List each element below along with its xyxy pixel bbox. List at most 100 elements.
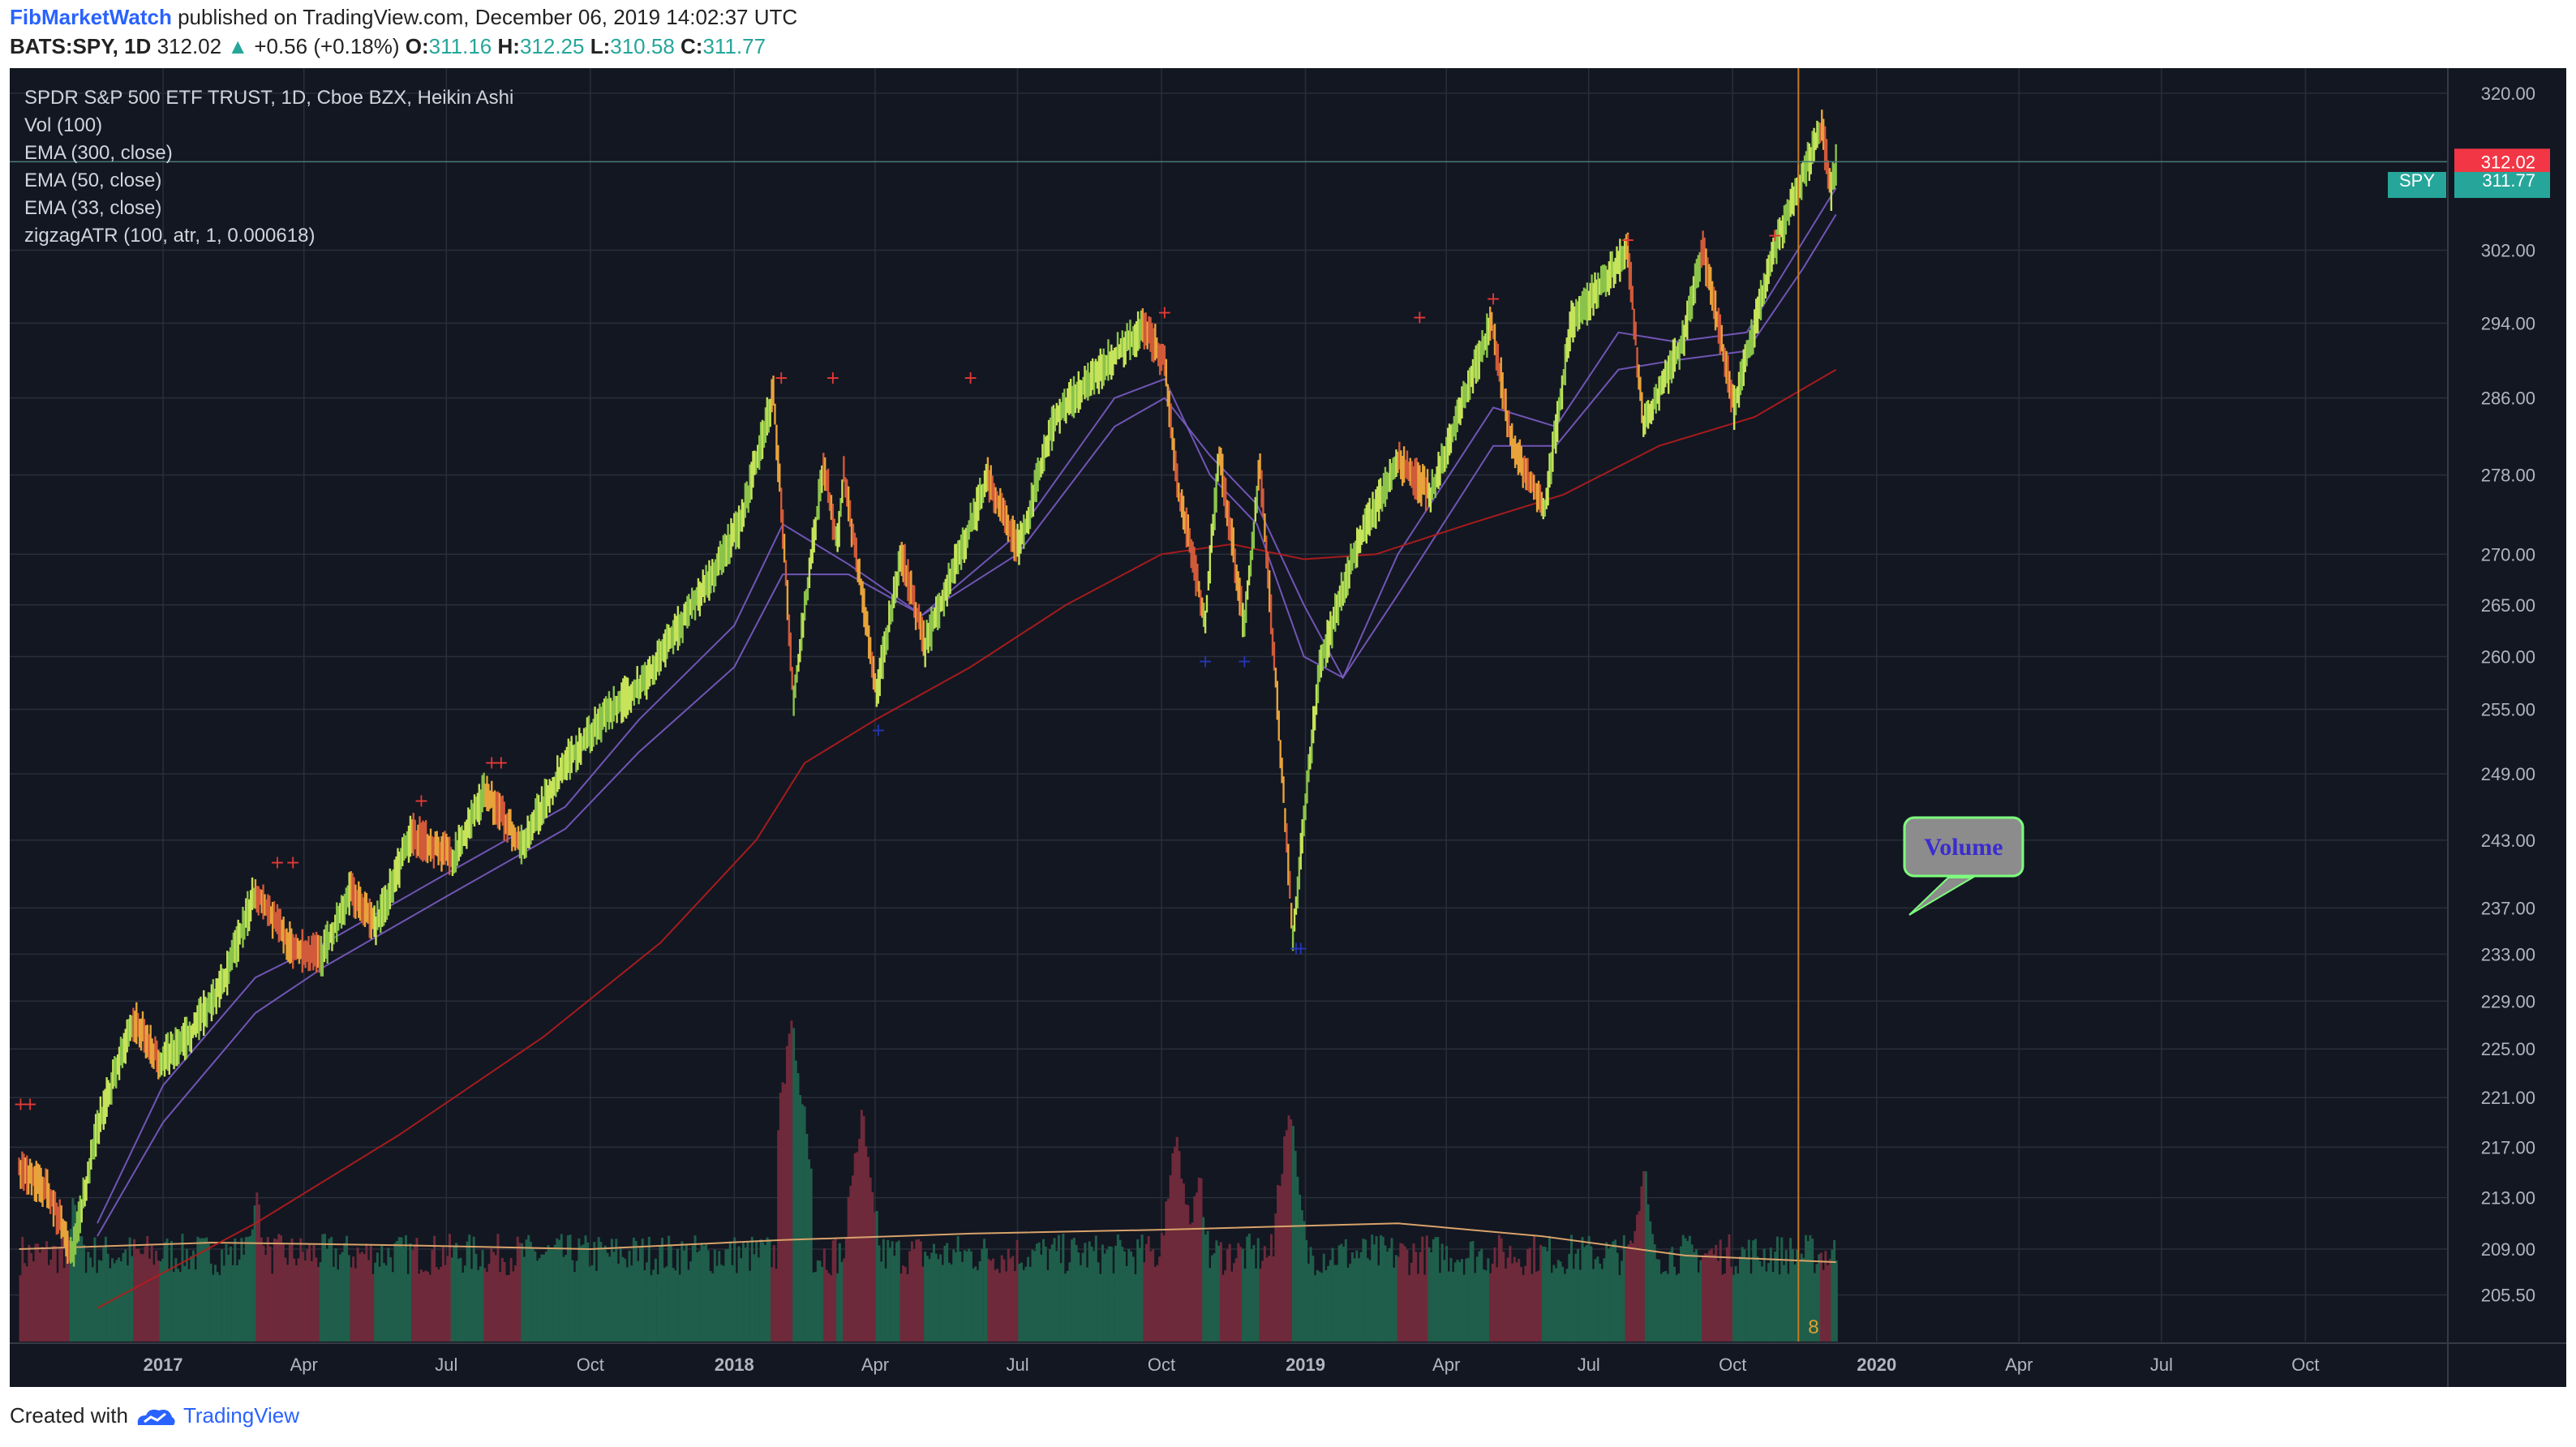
volume-bar (1158, 1256, 1161, 1342)
volume-bar (1555, 1268, 1558, 1342)
volume-bar (1563, 1273, 1566, 1342)
volume-bar (1475, 1256, 1479, 1342)
volume-bar (1577, 1248, 1580, 1342)
volume-bar (1243, 1269, 1247, 1342)
volume-bar (190, 1256, 193, 1342)
spy-symbol-badge-text: SPY (2399, 170, 2435, 191)
volume-bar (122, 1252, 125, 1342)
volume-bar (325, 1248, 328, 1342)
volume-bar (525, 1239, 528, 1342)
price-tick-label: 294.00 (2481, 313, 2535, 333)
volume-bar (485, 1272, 488, 1342)
volume-bar (1522, 1274, 1525, 1342)
volume-bar (1708, 1250, 1711, 1342)
volume-bar (1209, 1268, 1212, 1342)
volume-bar (1312, 1256, 1315, 1342)
volume-bar (1447, 1271, 1450, 1342)
volume-bar (194, 1269, 197, 1342)
volume-bar (1131, 1256, 1135, 1342)
volume-bar (227, 1254, 230, 1342)
volume-bar (562, 1256, 565, 1342)
volume-bar (203, 1238, 206, 1342)
volume-bar (1806, 1241, 1810, 1342)
volume-callout[interactable]: Volume (1903, 816, 2024, 916)
volume-bar (1596, 1256, 1599, 1342)
volume-bar (1033, 1251, 1037, 1342)
volume-bar (1568, 1253, 1571, 1342)
volume-bar (440, 1266, 443, 1342)
volume-bar (1015, 1240, 1019, 1342)
volume-bar (534, 1251, 537, 1342)
volume-bar (1357, 1258, 1360, 1342)
volume-bar (316, 1266, 320, 1342)
volume-bar (1118, 1239, 1122, 1342)
volume-bar (891, 1241, 894, 1342)
volume-bar (168, 1270, 171, 1342)
volume-bar (428, 1274, 431, 1342)
volume-bar (735, 1273, 738, 1342)
volume-bar (624, 1258, 627, 1342)
legend-indicator: Vol (100) (24, 114, 102, 136)
zigzag-low-marker: + (1289, 938, 1303, 959)
volume-bar (536, 1260, 539, 1342)
volume-bar (369, 1243, 372, 1342)
volume-bar (762, 1242, 765, 1342)
volume-bar (505, 1274, 509, 1342)
volume-bar (1335, 1265, 1338, 1342)
volume-bar (543, 1254, 546, 1342)
volume-bar (1130, 1251, 1133, 1342)
volume-bar (187, 1269, 191, 1342)
volume-bar (365, 1243, 368, 1342)
volume-bar (337, 1269, 340, 1342)
volume-bar (943, 1246, 947, 1342)
volume-bar (1066, 1270, 1069, 1342)
volume-bar (286, 1265, 290, 1342)
zigzag-high-marker: + (1621, 230, 1635, 251)
time-tick-label: Apr (2005, 1355, 2033, 1375)
volume-bar (97, 1260, 101, 1342)
volume-bar (540, 1254, 543, 1342)
volume-bar (1616, 1252, 1619, 1342)
volume-bar (1035, 1243, 1038, 1342)
volume-bar (1693, 1252, 1696, 1342)
volume-bar (422, 1272, 425, 1342)
volume-bar (687, 1269, 690, 1342)
volume-bar (831, 1240, 835, 1342)
volume-bar (998, 1273, 1001, 1342)
price-chart[interactable]: +++ +++++ + ++ +++ +++ +++8 SPDR S&P 500 ETF T… (10, 68, 2566, 1387)
volume-bar (1668, 1251, 1672, 1342)
volume-bar (235, 1265, 238, 1342)
volume-bar (1250, 1249, 1253, 1342)
vertical-marker-label: 8 (1808, 1316, 1818, 1338)
author-link[interactable]: FibMarketWatch (10, 5, 172, 29)
price-tick-label: 209.00 (2481, 1239, 2535, 1260)
price-axis: 205.50 209.00 213.00 217.00 221.00 225.00 229.… (2388, 68, 2550, 1387)
volume-bar (862, 1115, 865, 1342)
volume-bar (1599, 1263, 1602, 1342)
volume-bar (347, 1255, 350, 1342)
zigzag-high-marker: + (774, 368, 788, 389)
volume-bar (1160, 1232, 1163, 1342)
volume-bar (1487, 1258, 1490, 1342)
volume-bar (1496, 1267, 1499, 1342)
time-tick-label: 2019 (1286, 1355, 1325, 1375)
volume-bar (1452, 1272, 1455, 1342)
volume-bar (415, 1238, 419, 1342)
volume-bar (1482, 1269, 1485, 1342)
volume-bar (54, 1246, 57, 1342)
volume-bar (1585, 1245, 1588, 1342)
volume-bar (1340, 1243, 1343, 1342)
volume-bar (1638, 1210, 1641, 1342)
volume-bar (750, 1236, 753, 1342)
volume-bar (1224, 1270, 1227, 1342)
volume-bar (531, 1247, 535, 1342)
volume-bar (1423, 1274, 1427, 1342)
volume-bar (843, 1258, 846, 1342)
volume-bar (1550, 1273, 1553, 1342)
volume-bar (866, 1157, 869, 1342)
volume-bar (1629, 1240, 1632, 1342)
volume-bar (1561, 1266, 1565, 1342)
volume-bar (1699, 1260, 1702, 1342)
volume-bar (1671, 1247, 1674, 1342)
tradingview-link[interactable]: TradingView (182, 1403, 300, 1428)
